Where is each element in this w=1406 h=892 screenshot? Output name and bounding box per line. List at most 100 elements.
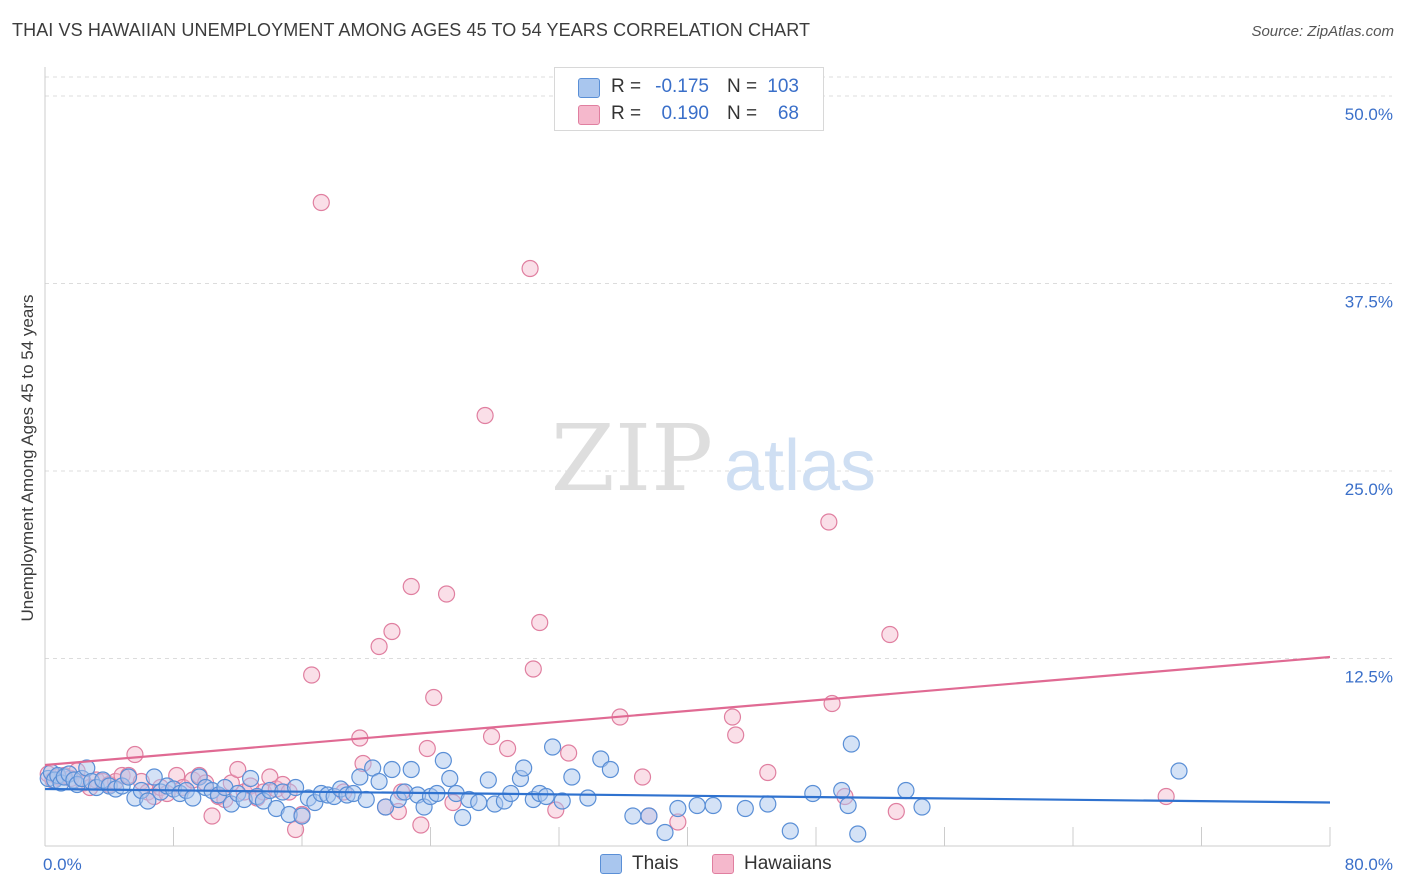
data-point-hawaiians xyxy=(229,760,247,779)
tick-labels: 12.5% 25.0% 37.5% 50.0% 0.0% 80.0% xyxy=(43,105,1393,874)
trend-line-hawaiians xyxy=(44,655,1331,767)
source-label: Source: ZipAtlas.com xyxy=(1251,23,1394,40)
data-point-hawaiians xyxy=(820,513,838,531)
data-point-thais xyxy=(454,808,472,827)
data-point-hawaiians xyxy=(560,744,578,762)
r-label: R = xyxy=(611,76,642,97)
data-point-thais xyxy=(563,768,581,786)
thais-swatch xyxy=(578,78,600,98)
data-point-hawaiians xyxy=(126,745,144,764)
data-point-thais xyxy=(704,796,722,815)
watermark: ZIP atlas xyxy=(551,405,876,512)
data-point-hawaiians xyxy=(370,637,388,656)
data-point-hawaiians xyxy=(312,193,330,212)
data-point-hawaiians xyxy=(887,802,905,821)
data-point-hawaiians xyxy=(476,406,494,425)
data-point-thais xyxy=(897,781,915,800)
data-point-hawaiians xyxy=(633,768,652,786)
r-value: -0.175 xyxy=(655,76,709,97)
thais-swatch xyxy=(600,854,622,874)
data-point-hawaiians xyxy=(524,660,542,678)
chart-title: THAI VS HAWAIIAN UNEMPLOYMENT AMONG AGES… xyxy=(12,20,811,40)
legend-row-thais: R = -0.175 N = 103 xyxy=(555,74,823,102)
correlation-legend: R = -0.175 N = 103 R = 0.190 N = 68 xyxy=(554,67,824,131)
data-point-thais xyxy=(913,798,931,816)
data-point-thais xyxy=(537,787,555,806)
data-point-thais xyxy=(833,781,851,800)
data-point-thais xyxy=(470,793,488,812)
data-point-thais xyxy=(592,750,610,768)
data-point-thais xyxy=(688,796,706,815)
data-point-thais xyxy=(839,796,857,815)
data-point-hawaiians xyxy=(881,625,899,644)
data-point-thais xyxy=(351,768,369,786)
data-point-thais xyxy=(849,825,867,843)
hawaiians-swatch xyxy=(578,105,600,125)
data-point-thais xyxy=(781,822,799,840)
data-point-hawaiians xyxy=(402,577,420,596)
data-point-thais xyxy=(543,738,562,756)
data-point-hawaiians xyxy=(531,613,549,632)
legend-label-hawaiians: Hawaiians xyxy=(744,853,832,874)
data-point-hawaiians xyxy=(412,816,430,834)
data-point-thais xyxy=(553,792,571,810)
n-label: N = xyxy=(727,76,758,97)
data-point-thais xyxy=(370,772,388,791)
legend-row-hawaiians: R = 0.190 N = 68 xyxy=(555,101,823,129)
trend-line-thais xyxy=(44,787,1331,804)
n-value: 103 xyxy=(767,76,799,97)
data-point-hawaiians xyxy=(1157,787,1175,806)
r-value: 0.190 xyxy=(661,103,709,124)
data-point-thais xyxy=(601,760,620,779)
data-point-thais xyxy=(139,792,157,810)
data-point-hawaiians xyxy=(759,763,777,782)
data-point-thais xyxy=(759,795,777,813)
n-value: 68 xyxy=(777,103,799,124)
data-point-hawaiians xyxy=(203,807,221,825)
data-point-thais xyxy=(579,789,597,807)
data-point-thais xyxy=(515,759,533,777)
data-point-thais xyxy=(383,760,401,779)
data-point-thais xyxy=(145,768,163,786)
hawaiians-swatch xyxy=(712,854,734,874)
data-point-hawaiians xyxy=(727,726,745,744)
data-point-hawaiians xyxy=(418,739,436,758)
data-point-thais xyxy=(1170,762,1188,780)
y-tick-label: 37.5% xyxy=(1345,293,1393,312)
watermark-atlas: atlas xyxy=(724,426,876,506)
data-point-thais xyxy=(736,799,754,818)
y-tick-label: 25.0% xyxy=(1345,480,1393,499)
data-point-thais xyxy=(286,778,305,797)
data-point-thais xyxy=(656,823,674,842)
axes xyxy=(44,67,1331,847)
gridlines xyxy=(45,76,1392,659)
data-point-thais xyxy=(842,735,860,753)
data-point-hawaiians xyxy=(521,259,539,278)
data-point-thais xyxy=(669,799,687,818)
legend-label-thais: Thais xyxy=(632,853,679,874)
data-point-hawaiians xyxy=(723,708,742,726)
y-tick-label: 12.5% xyxy=(1345,668,1393,687)
x-tick-label: 80.0% xyxy=(1345,855,1393,874)
data-point-thais xyxy=(184,789,202,807)
data-point-thais xyxy=(624,807,642,825)
data-point-hawaiians xyxy=(437,585,456,603)
data-point-hawaiians xyxy=(499,739,517,758)
data-point-hawaiians xyxy=(303,666,321,684)
data-point-thais xyxy=(293,807,311,825)
data-point-hawaiians xyxy=(383,622,401,641)
data-point-thais xyxy=(441,769,459,788)
data-point-thais xyxy=(479,771,497,789)
data-point-thais xyxy=(357,790,375,809)
data-point-thais xyxy=(402,760,420,779)
data-point-thais xyxy=(804,784,822,803)
data-point-thais xyxy=(434,751,452,770)
series-hawaiians xyxy=(39,193,1175,839)
data-point-thais xyxy=(119,768,138,786)
data-point-hawaiians xyxy=(482,727,501,746)
series-thais xyxy=(39,735,1188,843)
r-label: R = xyxy=(611,103,642,124)
watermark-zip: ZIP xyxy=(551,405,713,512)
x-tick-label: 0.0% xyxy=(43,855,82,874)
